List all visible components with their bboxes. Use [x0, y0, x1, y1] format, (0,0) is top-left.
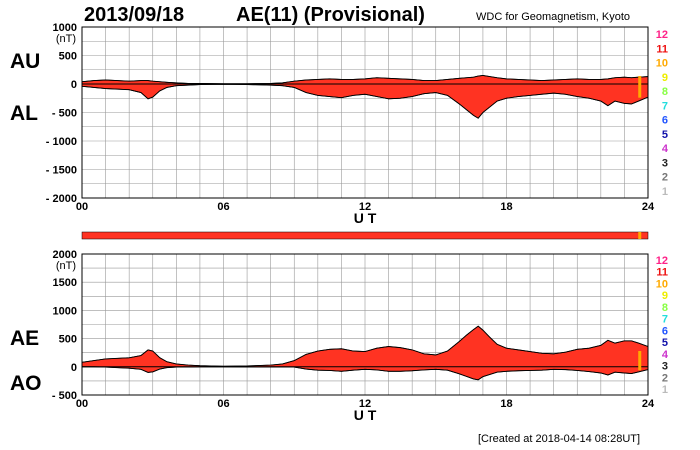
- series-line-au: [81, 74, 649, 85]
- station-count-label: 2: [662, 172, 668, 184]
- au-al-panel: 1000 500 0 - 500 - 1000 - 1500 - 2000 (nT) 00 06 1…: [46, 22, 655, 226]
- y-tick-label: 0: [71, 362, 77, 374]
- station-count-label: 6: [662, 115, 668, 127]
- station-count-label: 7: [662, 314, 668, 326]
- y-tick-label: 1000: [53, 305, 77, 317]
- x-tick-label: 00: [76, 398, 88, 410]
- x-tick-label: 06: [217, 201, 229, 213]
- station-count-label: 1: [662, 384, 668, 396]
- ae-ao-panel: 2000 1500 1000 500 0 - 500 (nT) 00 06 12 18 24 U T: [52, 249, 655, 423]
- series-line-ae: [81, 325, 649, 367]
- station-count-label: 2: [662, 372, 668, 384]
- station-count-label: 3: [662, 157, 668, 169]
- station-count-label: 9: [662, 290, 668, 302]
- station-count-label: 5: [662, 129, 668, 141]
- x-axis-label: U T: [354, 407, 377, 423]
- created-timestamp: [Created at 2018-04-14 08:28UT]: [478, 433, 641, 445]
- y-tick-label: 2000: [53, 249, 77, 261]
- unit-label: (nT): [56, 33, 76, 45]
- station-count-label: 12: [656, 29, 668, 41]
- gap-marker: [638, 76, 642, 98]
- y-tick-label: 0: [71, 79, 77, 91]
- plot-frame: [81, 26, 649, 199]
- station-count-label: 1: [662, 186, 668, 198]
- x-tick-label: 18: [500, 201, 512, 213]
- station-count-scale-top: 12 11 10 9 8 7 6 5 4 3 2 1: [656, 29, 669, 198]
- y-tick-label: 500: [59, 51, 77, 63]
- station-count-label: 12: [656, 255, 668, 267]
- data-source: WDC for Geomagnetism, Kyoto: [476, 11, 631, 23]
- station-count-label: 8: [662, 302, 668, 314]
- station-count-label: 4: [662, 143, 669, 155]
- x-tick-label: 06: [217, 398, 229, 410]
- series-line-al: [81, 83, 649, 119]
- station-count-label: 4: [662, 349, 669, 361]
- y-tick-label: 500: [59, 334, 77, 346]
- y-tick-label: - 1500: [46, 165, 77, 177]
- x-tick-label: 12: [359, 398, 371, 410]
- station-count-label: 9: [662, 72, 668, 84]
- station-count-label: 10: [656, 58, 668, 70]
- unit-label: (nT): [56, 260, 76, 272]
- station-count-label: 11: [656, 43, 668, 55]
- ao-label: AO: [10, 372, 42, 395]
- date-title: 2013/09/18: [84, 4, 185, 26]
- y-tick-label: 1000: [53, 22, 77, 34]
- y-tick-label: - 2000: [46, 193, 77, 205]
- y-tick-label: - 500: [52, 108, 77, 120]
- station-count-label: 11: [656, 267, 668, 279]
- x-axis-label: U T: [354, 210, 377, 226]
- y-tick-label: - 1000: [46, 136, 77, 148]
- x-tick-label: 18: [500, 398, 512, 410]
- station-count-label: 5: [662, 337, 668, 349]
- station-count-label: 10: [656, 278, 668, 290]
- gap-marker: [638, 351, 642, 371]
- coverage-gap-marker: [638, 232, 642, 239]
- station-count-label: 8: [662, 86, 668, 98]
- plot-frame: [81, 253, 649, 396]
- x-tick-label: 24: [642, 398, 655, 410]
- station-count-label: 7: [662, 100, 668, 112]
- index-title: AE(11) (Provisional): [236, 4, 425, 26]
- al-label: AL: [10, 102, 38, 125]
- station-coverage-bar: [81, 231, 649, 240]
- ae-label: AE: [10, 327, 40, 350]
- au-label: AU: [10, 50, 41, 73]
- x-tick-label: 12: [359, 201, 371, 213]
- y-tick-label: 1500: [53, 277, 77, 289]
- station-count-label: 3: [662, 361, 668, 373]
- y-tick-label: - 500: [52, 390, 77, 402]
- x-tick-label: 24: [642, 201, 655, 213]
- series-line-ao: [82, 366, 649, 381]
- coverage-bar: [81, 231, 649, 240]
- x-tick-label: 00: [76, 201, 88, 213]
- station-count-label: 6: [662, 325, 668, 337]
